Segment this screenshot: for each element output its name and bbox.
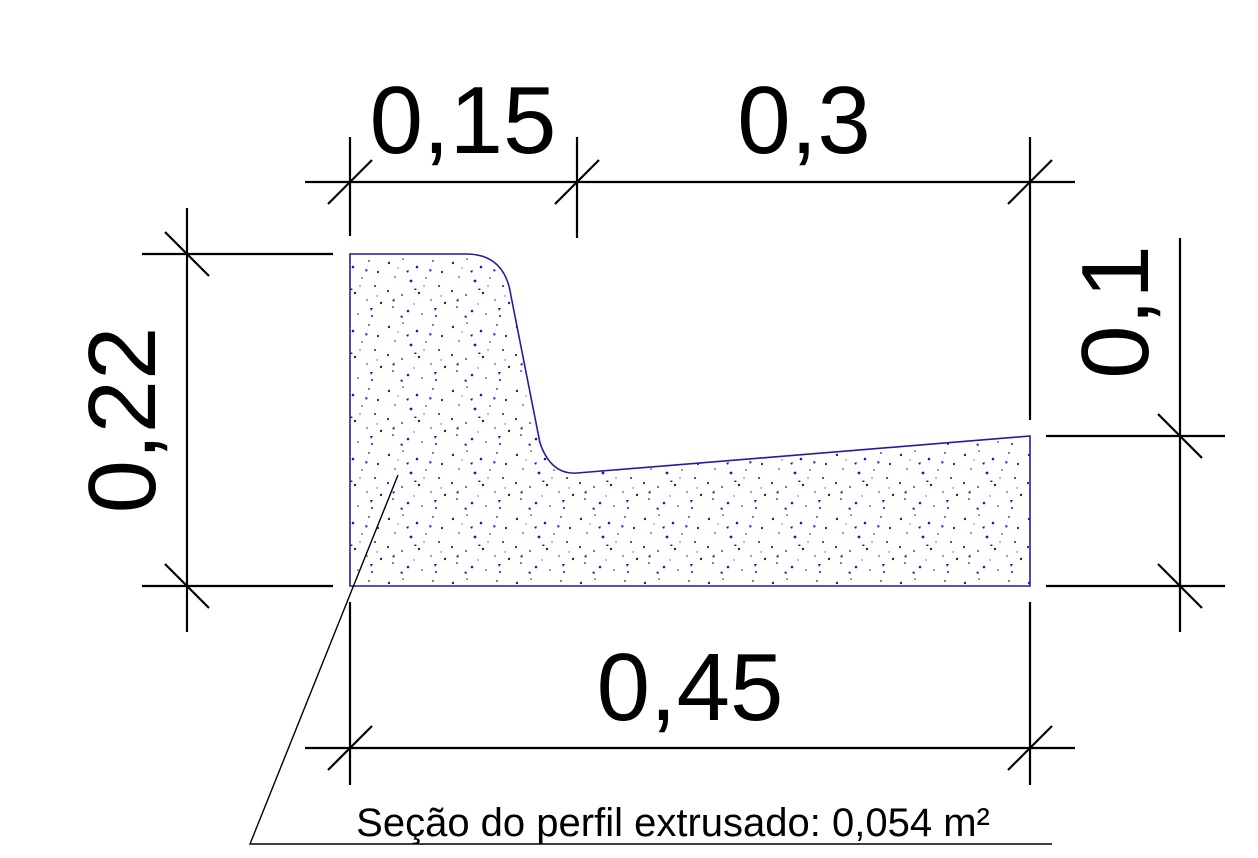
left-tick-top bbox=[164, 231, 210, 277]
right-dimension bbox=[1046, 238, 1225, 632]
section-area-note: Seção do perfil extrusado: 0,054 m² bbox=[356, 801, 990, 845]
extruded-profile-section bbox=[349, 253, 1031, 587]
left-tick-bottom bbox=[164, 563, 210, 609]
bottom-tick-left bbox=[327, 725, 373, 771]
bottom-tick-right bbox=[1007, 725, 1053, 771]
dimension-label-top-right: 0,3 bbox=[737, 67, 870, 174]
top-tick-right bbox=[1007, 159, 1053, 205]
dimension-label-bottom-width: 0,45 bbox=[597, 634, 784, 741]
right-tick-top bbox=[1157, 413, 1203, 459]
section-leader-line bbox=[248, 474, 1052, 845]
dimension-label-top-left: 0,15 bbox=[370, 67, 557, 174]
left-dimension bbox=[142, 208, 333, 632]
right-tick-bottom bbox=[1157, 563, 1203, 609]
bottom-dimension bbox=[305, 602, 1075, 785]
dimension-label-left-height: 0,22 bbox=[69, 327, 176, 514]
dimension-label-right-height: 0,1 bbox=[1062, 245, 1169, 378]
top-dimension bbox=[305, 137, 1075, 420]
top-tick-left bbox=[327, 159, 373, 205]
top-tick-middle bbox=[554, 159, 600, 205]
